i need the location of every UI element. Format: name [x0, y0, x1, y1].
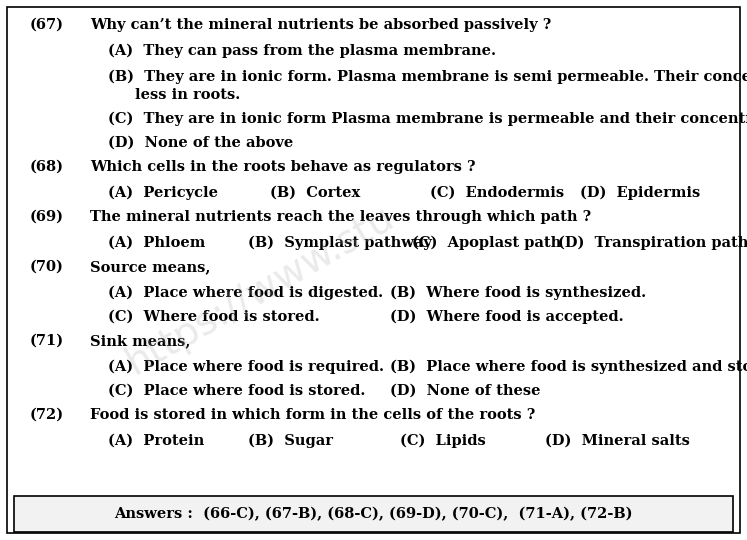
Text: Answers :  (66-C), (67-B), (68-C), (69-D), (70-C),  (71-A), (72-B): Answers : (66-C), (67-B), (68-C), (69-D)…: [114, 507, 633, 521]
Bar: [14, 496, 733, 532]
Text: (B)  They are in ionic form. Plasma membrane is semi permeable. Their concentrat: (B) They are in ionic form. Plasma membr…: [108, 70, 747, 84]
Text: (70): (70): [30, 260, 64, 274]
Text: Sink means,: Sink means,: [90, 334, 190, 348]
Text: Which cells in the roots behave as regulators ?: Which cells in the roots behave as regul…: [90, 160, 476, 174]
Text: (69): (69): [30, 210, 64, 224]
Text: (C)  Endodermis: (C) Endodermis: [430, 186, 564, 200]
Text: (C)  Apoplast path: (C) Apoplast path: [412, 236, 561, 251]
Text: (C)  Place where food is stored.: (C) Place where food is stored.: [108, 384, 365, 398]
Text: (D)  None of the above: (D) None of the above: [108, 136, 294, 150]
Text: (A)  Phloem: (A) Phloem: [108, 236, 205, 250]
Text: (D)  Epidermis: (D) Epidermis: [580, 186, 700, 200]
Text: (B)  Place where food is synthesized and stored.: (B) Place where food is synthesized and …: [390, 360, 747, 374]
Text: (C)  Where food is stored.: (C) Where food is stored.: [108, 310, 320, 324]
Text: (A)  Pericycle: (A) Pericycle: [108, 186, 218, 200]
Text: (B)  Sugar: (B) Sugar: [248, 434, 333, 448]
Text: https://www.stu: https://www.stu: [120, 198, 400, 382]
Text: (71): (71): [30, 334, 64, 348]
Text: (B)  Cortex: (B) Cortex: [270, 186, 360, 200]
Text: (D)  Transpiration path: (D) Transpiration path: [558, 236, 747, 251]
Text: (B)  Symplast pathway: (B) Symplast pathway: [248, 236, 432, 251]
Text: (A)  Place where food is digested.: (A) Place where food is digested.: [108, 286, 383, 300]
Text: Why can’t the mineral nutrients be absorbed passively ?: Why can’t the mineral nutrients be absor…: [90, 18, 551, 32]
Text: (A)  Place where food is required.: (A) Place where food is required.: [108, 360, 384, 374]
Text: (C)  They are in ionic form Plasma membrane is permeable and their concentration: (C) They are in ionic form Plasma membra…: [108, 112, 747, 126]
Text: Food is stored in which form in the cells of the roots ?: Food is stored in which form in the cell…: [90, 408, 536, 422]
Text: (D)  Where food is accepted.: (D) Where food is accepted.: [390, 310, 624, 325]
Text: The mineral nutrients reach the leaves through which path ?: The mineral nutrients reach the leaves t…: [90, 210, 591, 224]
Text: (B)  Where food is synthesized.: (B) Where food is synthesized.: [390, 286, 646, 300]
Text: (C)  Lipids: (C) Lipids: [400, 434, 486, 448]
Text: (D)  Mineral salts: (D) Mineral salts: [545, 434, 690, 448]
Text: (67): (67): [30, 18, 64, 32]
Text: (68): (68): [30, 160, 64, 174]
Text: (72): (72): [30, 408, 64, 422]
Text: (A)  Protein: (A) Protein: [108, 434, 204, 448]
Text: Source means,: Source means,: [90, 260, 211, 274]
Text: (D)  None of these: (D) None of these: [390, 384, 541, 398]
Text: (A)  They can pass from the plasma membrane.: (A) They can pass from the plasma membra…: [108, 44, 496, 58]
Text: less in roots.: less in roots.: [135, 88, 241, 102]
